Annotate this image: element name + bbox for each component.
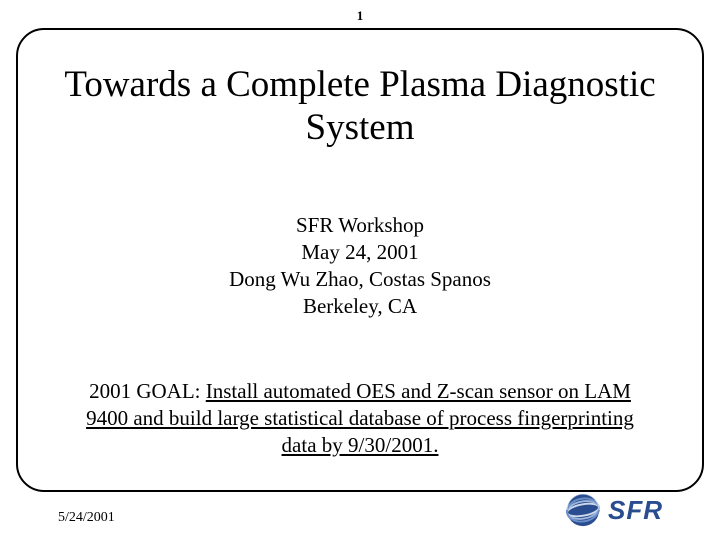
goal-text-2: 9400 and build large statistical databas… [86,406,634,430]
subtitle-line-workshop: SFR Workshop [30,212,690,239]
goal-label: 2001 GOAL: [89,379,200,403]
sfr-logo: SFR [564,490,694,530]
sfr-logo-text: SFR [608,495,663,526]
subtitle-line-date: May 24, 2001 [30,239,690,266]
subtitle-line-authors: Dong Wu Zhao, Costas Spanos [30,266,690,293]
slide-title: Towards a Complete Plasma Diagnostic Sys… [30,64,690,149]
goal-text-3: data by 9/30/2001. [282,433,439,457]
subtitle-block: SFR Workshop May 24, 2001 Dong Wu Zhao, … [30,212,690,320]
footer-date: 5/24/2001 [58,510,115,526]
sfr-logo-icon [564,491,602,529]
goal-block: 2001 GOAL: Install automated OES and Z-s… [30,378,690,459]
goal-text-1: Install automated OES and Z-scan sensor … [206,379,631,403]
page-number: 1 [0,8,720,24]
subtitle-line-location: Berkeley, CA [30,293,690,320]
